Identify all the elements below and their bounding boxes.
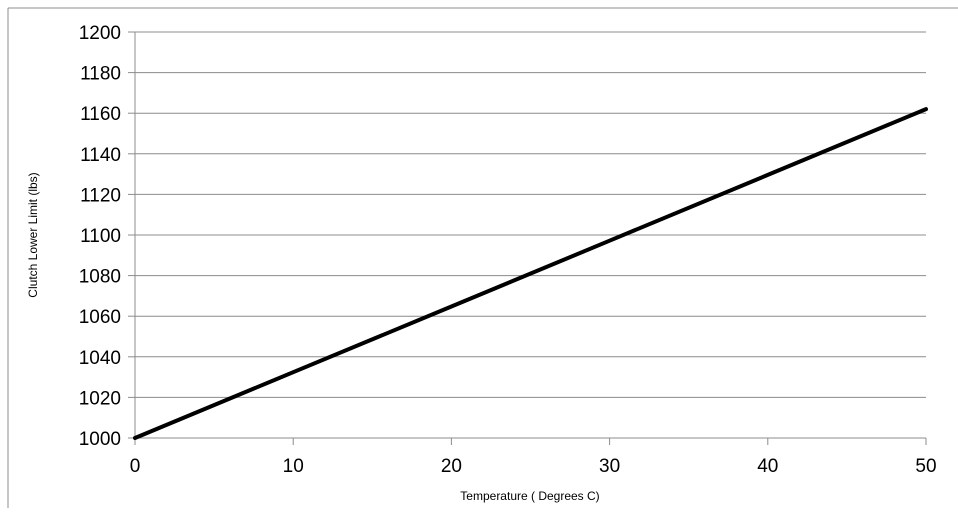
y-axis-title: Clutch Lower Limit (lbs) [26, 172, 40, 297]
y-tick-label-1140: 1140 [80, 145, 121, 166]
y-tick-label-1060: 1060 [79, 307, 121, 328]
series-line-0 [133, 107, 928, 440]
y-tick-label-1200: 1200 [79, 23, 121, 44]
y-tick-label-1100: 1100 [80, 226, 121, 247]
y-tick-label-1080: 1080 [79, 267, 121, 288]
y-tick-label-1160: 1160 [80, 104, 121, 125]
y-tick-label-1040: 1040 [79, 348, 121, 369]
y-tick-label-1000: 1000 [79, 429, 121, 450]
x-tick-label-10: 10 [283, 456, 304, 477]
x-axis-title: Temperature ( Degrees C) [460, 489, 599, 503]
y-axis-ticks: 1000 1020 1040 1060 1080 1100 1120 1140 1160 1180… [79, 23, 135, 450]
x-axis-ticks: 0 10 20 30 40 50 [130, 438, 937, 477]
x-tick-label-0: 0 [130, 456, 141, 477]
y-tick-label-1180: 1180 [80, 64, 121, 85]
x-tick-label-40: 40 [757, 456, 778, 477]
gridlines [135, 31, 926, 398]
y-tick-label-1120: 1120 [80, 185, 121, 206]
series-group [133, 107, 928, 440]
x-tick-label-30: 30 [599, 456, 620, 477]
x-tick-label-50: 50 [915, 456, 936, 477]
x-tick-label-20: 20 [441, 456, 462, 477]
y-tick-label-1020: 1020 [79, 388, 121, 409]
